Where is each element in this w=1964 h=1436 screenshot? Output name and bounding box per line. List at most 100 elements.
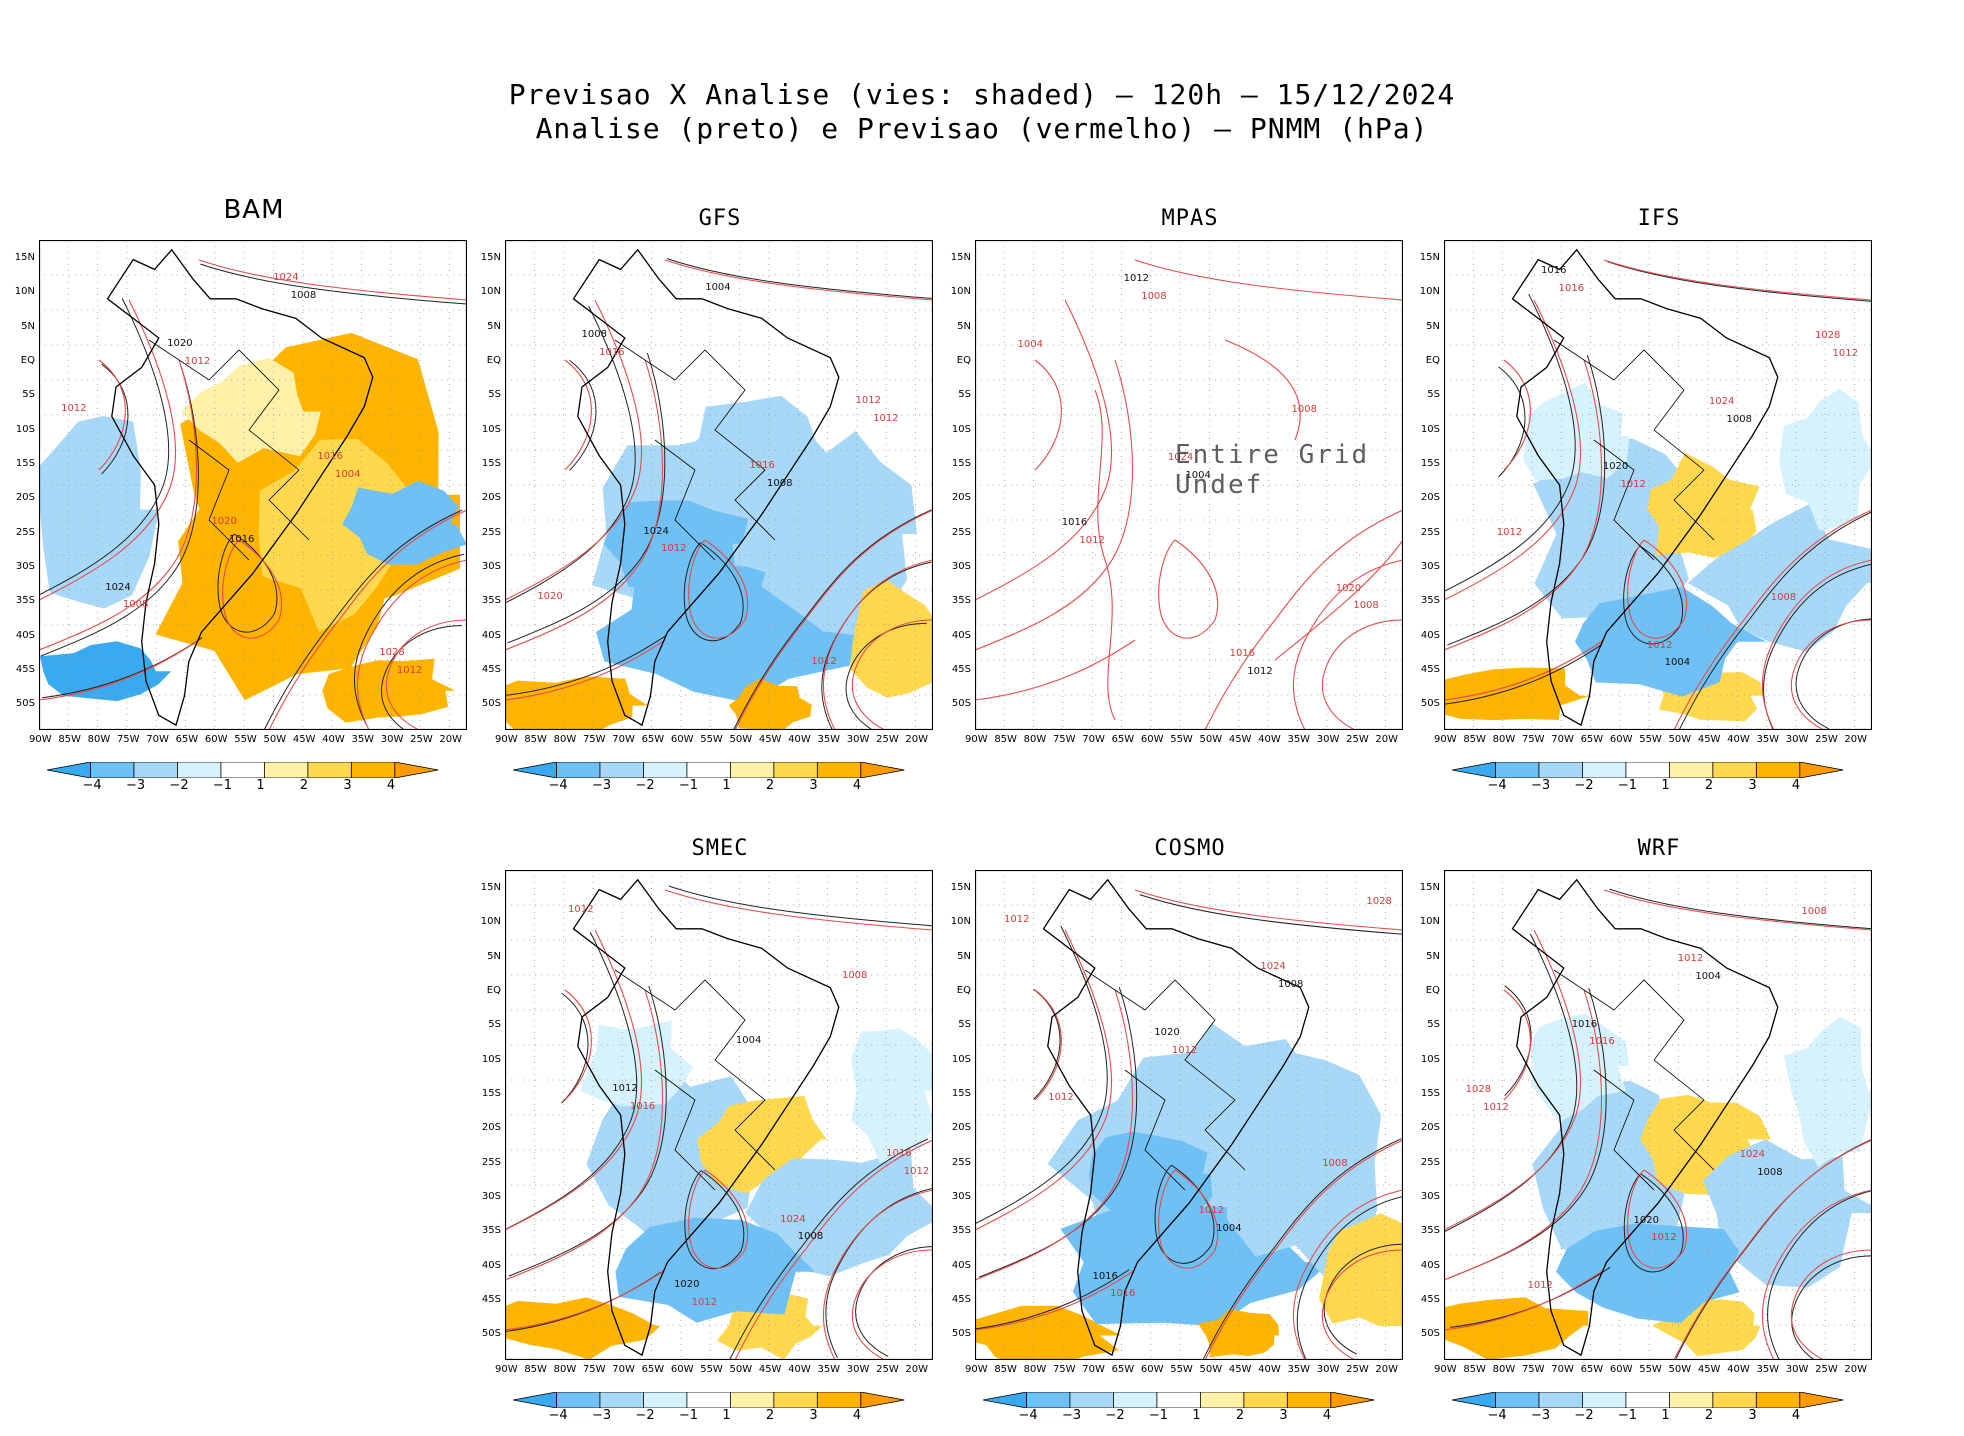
colorbar-level-label: −1: [1617, 1408, 1638, 1423]
colorbar-level-label: −3: [1530, 778, 1551, 793]
latitude-tick-label: 45S: [481, 663, 501, 675]
colorbar-swatch: [350, 761, 396, 779]
latitude-tick-label: 45S: [481, 1293, 501, 1305]
colorbar-level-label: −3: [1530, 1408, 1551, 1423]
longitude-tick-label: 70W: [1082, 1364, 1105, 1375]
latitude-tick-label: 30S: [1420, 560, 1440, 572]
colorbar-swatch: [133, 761, 178, 779]
longitude-tick-label: 20W: [1844, 1364, 1868, 1375]
isobar-label: 1016: [1571, 1018, 1598, 1030]
colorbar-swatch: [1625, 1391, 1670, 1409]
colorbar-level-label: −2: [1105, 1408, 1125, 1423]
panel-title-cosmo: COSMO: [1154, 836, 1226, 861]
longitude-tick-label: 85W: [994, 1364, 1017, 1375]
isobar-label: 1024: [1739, 1149, 1766, 1161]
longitude-tick-label: 75W: [582, 1364, 606, 1375]
map-panel-ifs: 1012 1008 1012 1016 1004 1008 1012 1020 1024 1028…: [1444, 240, 1872, 730]
isobar-label: 1012: [1483, 1101, 1509, 1113]
latitude-tick-label: 20S: [481, 1122, 501, 1134]
coastline-south-america: [106, 248, 374, 727]
colorbar-level-label: 3: [1748, 778, 1757, 793]
isobar-label: 1012: [1651, 1232, 1677, 1244]
longitude-tick-label: 30W: [1785, 1364, 1809, 1375]
forecast-isobars: [1444, 889, 1872, 1360]
isobar-label: 1028: [379, 646, 405, 658]
isobar-label: 1012: [1496, 526, 1523, 538]
longitude-tick-label: 70W: [612, 1364, 635, 1375]
colorbar-swatch: [1538, 761, 1583, 779]
isobar-label: 1016: [1061, 517, 1088, 529]
colorbar-swatch: [1625, 761, 1670, 779]
map-plot-cosmo: [975, 870, 1403, 1360]
isobar-label: 1016: [1541, 265, 1567, 277]
map-plot-bam: [39, 240, 467, 730]
longitude-tick-label: 40W: [788, 734, 811, 745]
latitude-tick-label: 10N: [480, 916, 501, 928]
latitude-tick-label: 5S: [958, 389, 971, 401]
latitude-tick-label: 15N: [480, 252, 501, 263]
longitude-tick-label: 65W: [175, 734, 199, 745]
latitude-tick-label: 5N: [21, 320, 35, 332]
bias-shade-cold: [1702, 1139, 1872, 1288]
bias-shade-cold: [39, 416, 160, 609]
colorbar-swatch: [394, 761, 439, 779]
latitude-tick-label: EQ: [1425, 984, 1440, 996]
longitude-tick-label: 45W: [1697, 734, 1721, 745]
panel-title-wrf: WRF: [1637, 836, 1681, 861]
longitude-tick-label: 45W: [758, 734, 782, 745]
longitude-tick-label: 65W: [1111, 1364, 1135, 1375]
colorbar-level-label: 2: [299, 778, 309, 793]
isobar-label: 1016: [317, 450, 343, 462]
colorbar-level-label: −1: [212, 778, 233, 793]
latitude-tick-label: 5N: [1426, 320, 1440, 332]
latitude-tick-label: 40S: [951, 1259, 971, 1271]
isobar-label: 1012: [1620, 479, 1646, 491]
isobar-label: 1012: [1832, 348, 1858, 360]
coastline-south-america: [572, 878, 840, 1357]
latitude-tick-label: 35S: [1420, 595, 1440, 607]
colorbar-swatch: [1799, 1391, 1844, 1409]
isobar-label: 1012: [691, 1296, 718, 1308]
bias-shade-cold: [579, 1020, 694, 1107]
latitude-tick-label: 15S: [481, 1087, 501, 1099]
map-plot-gfs: [505, 240, 933, 730]
isobar-label: 1008: [1291, 404, 1317, 416]
colorbar-swatch: [1156, 1391, 1201, 1409]
latitude-tick-label: 10S: [15, 423, 35, 435]
bias-shade-warm: [1444, 667, 1590, 721]
isobar-label: 1012: [1123, 273, 1150, 285]
colorbar-swatch: [816, 1391, 862, 1409]
isobar-label: 1012: [1527, 1280, 1553, 1292]
longitude-tick-label: 60W: [670, 1364, 694, 1375]
isobar-label: 1012: [1677, 953, 1704, 965]
colorbar-level-label: −4: [1487, 1408, 1507, 1423]
colorbar-swatch: [1582, 1391, 1627, 1409]
isobar-label: 1012: [184, 355, 211, 367]
bias-shade-warm: [850, 580, 933, 698]
latitude-tick-label: 15N: [950, 882, 971, 893]
colorbar-level-label: 1: [1661, 778, 1670, 793]
panel-title-mpas: MPAS: [1161, 206, 1219, 231]
colorbar-swatch: [1113, 1391, 1158, 1409]
latitude-tick-label: 30S: [951, 560, 971, 572]
isobar-label: 1016: [599, 347, 625, 359]
isobar-label: 1020: [1154, 1026, 1180, 1038]
latitude-tick-label: 5N: [487, 320, 501, 332]
isobar-label: 1020: [1602, 461, 1629, 473]
longitude-tick-label: 90W: [495, 1364, 518, 1375]
bias-shade-cold: [1687, 504, 1872, 652]
panel-title-bam: BAM: [223, 195, 285, 225]
isobar-label: 1024: [1260, 961, 1286, 973]
colorbar-swatch: [1451, 761, 1496, 779]
longitude-tick-label: 35W: [351, 734, 375, 745]
isobar-label: 1012: [1048, 1092, 1074, 1104]
latitude-tick-label: 50S: [951, 1328, 971, 1340]
colorbar-level-label: 4: [1791, 778, 1801, 793]
isobar-label: 1004: [705, 281, 731, 293]
longitude-tick-label: 40W: [1258, 1364, 1281, 1375]
longitude-tick-label: 55W: [700, 1364, 723, 1375]
latitude-tick-label: EQ: [486, 354, 501, 366]
colorbar-swatch: [220, 761, 265, 779]
colorbar-level-label: 2: [765, 778, 775, 793]
latitude-tick-label: 40S: [1420, 1259, 1440, 1271]
